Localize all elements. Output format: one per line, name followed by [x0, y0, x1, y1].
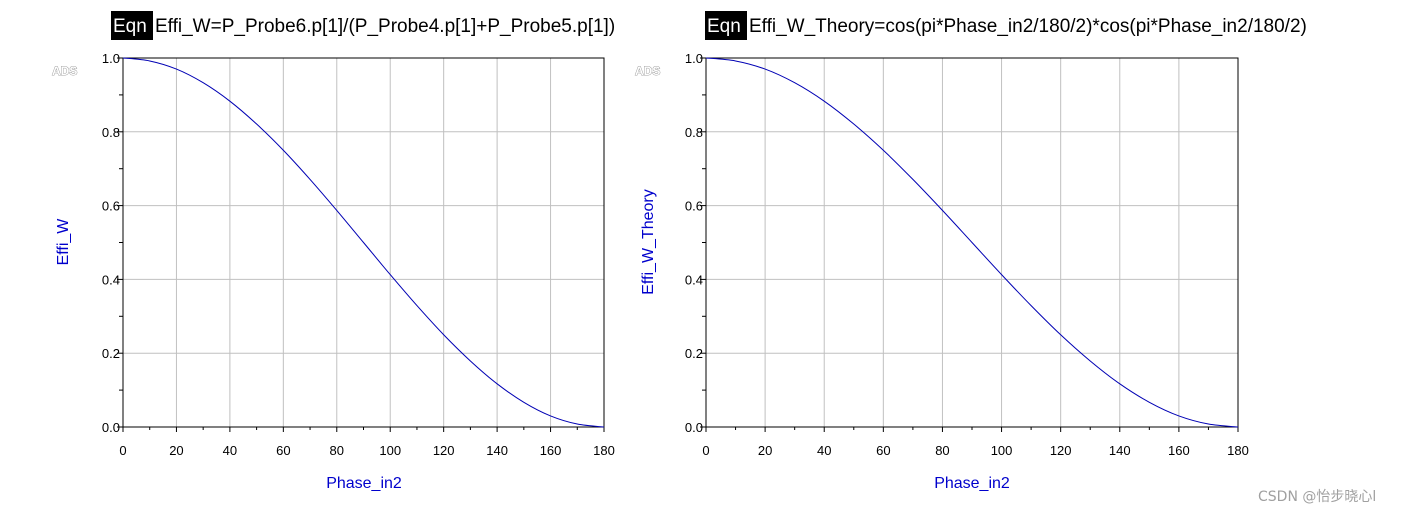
- x-tick-label-effi-w-theory-0: 0: [702, 443, 709, 458]
- y-tick-labels-effi-w-theory: 0.0 0.2 0.4 0.6 0.8 1.0: [685, 51, 703, 435]
- x-tick-label-effi-w-theory-80: 80: [935, 443, 949, 458]
- equation-2: Effi_W_Theory=cos(pi*Phase_in2/180/2)*co…: [749, 16, 1307, 37]
- y-tick-label-effi-w-0.6: 0.6: [102, 199, 120, 214]
- grid-effi-w: [123, 58, 604, 427]
- y-tick-label-effi-w-theory-0.6: 0.6: [685, 199, 703, 214]
- y-tick-label-effi-w-0.8: 0.8: [102, 125, 120, 140]
- x-tick-label-effi-w-180: 180: [593, 443, 615, 458]
- x-tick-label-effi-w-theory-180: 180: [1227, 443, 1249, 458]
- x-tick-label-effi-w-0: 0: [119, 443, 126, 458]
- equation-1: Effi_W=P_Probe6.p[1]/(P_Probe4.p[1]+P_Pr…: [155, 16, 615, 37]
- equation-header-1: Eqn Effi_W=P_Probe6.p[1]/(P_Probe4.p[1]+…: [111, 11, 615, 40]
- equation-header-2: Eqn Effi_W_Theory=cos(pi*Phase_in2/180/2…: [705, 11, 1307, 40]
- plot-effi-w-theory: 0 20 40 60 80 100 120 140 160 180 0.0 0.2 0.4 0.6 0.8…: [640, 51, 1249, 492]
- x-tick-label-effi-w-60: 60: [276, 443, 290, 458]
- y-tick-label-effi-w-theory-0.8: 0.8: [685, 125, 703, 140]
- eqn-tag-2: Eqn: [707, 16, 741, 37]
- x-tick-label-effi-w-80: 80: [330, 443, 344, 458]
- y-tick-label-effi-w-0.2: 0.2: [102, 346, 120, 361]
- ads-logo-1: ADS: [52, 64, 77, 78]
- x-tick-label-effi-w-theory-40: 40: [817, 443, 831, 458]
- x-tick-label-effi-w-theory-160: 160: [1168, 443, 1190, 458]
- eqn-tag-box-1: [111, 11, 153, 40]
- plot-effi-w: 0 20 40 60 80 100 120 140 160 180 0.0 0.2 0.4 0.6 0.8…: [55, 51, 615, 492]
- x-tick-label-effi-w-40: 40: [223, 443, 237, 458]
- y-axis-label-effi-w: Effi_W: [55, 218, 72, 266]
- y-tick-label-effi-w-theory-0.2: 0.2: [685, 346, 703, 361]
- series-line-effi-w-theory: [705, 57, 1239, 428]
- eqn-tag-box-2: [705, 11, 747, 40]
- plot-frame-effi-w: [122, 57, 605, 428]
- x-tick-label-effi-w-20: 20: [169, 443, 183, 458]
- csdn-watermark: CSDN @怡步晓心l: [1258, 489, 1376, 505]
- x-tick-labels-effi-w-theory: 0 20 40 60 80 100 120 140 160 180: [702, 443, 1248, 458]
- y-tick-label-effi-w-0.4: 0.4: [102, 272, 120, 287]
- x-tick-label-effi-w-100: 100: [379, 443, 401, 458]
- x-tick-label-effi-w-160: 160: [540, 443, 562, 458]
- ticks-effi-w-theory: [700, 57, 1239, 432]
- x-axis-label-effi-w: Phase_in2: [326, 475, 402, 492]
- x-tick-label-effi-w-theory-100: 100: [991, 443, 1013, 458]
- y-tick-labels-effi-w: 0.0 0.2 0.4 0.6 0.8 1.0: [102, 51, 120, 435]
- y-tick-label-effi-w-0.0: 0.0: [102, 420, 120, 435]
- eqn-tag-1: Eqn: [113, 16, 147, 37]
- x-tick-label-effi-w-theory-60: 60: [876, 443, 890, 458]
- x-tick-label-effi-w-theory-120: 120: [1050, 443, 1072, 458]
- series-line-effi-w: [122, 57, 605, 428]
- grid-effi-w-theory: [706, 58, 1238, 427]
- y-tick-label-effi-w-1.0: 1.0: [102, 51, 120, 66]
- ticks-effi-w: [117, 57, 605, 432]
- x-tick-label-effi-w-120: 120: [433, 443, 455, 458]
- x-tick-label-effi-w-theory-20: 20: [758, 443, 772, 458]
- x-tick-label-effi-w-140: 140: [486, 443, 508, 458]
- x-axis-label-effi-w-theory: Phase_in2: [934, 475, 1010, 492]
- plot-frame-effi-w-theory: [705, 57, 1239, 428]
- x-tick-labels-effi-w: 0 20 40 60 80 100 120 140 160 180: [119, 443, 614, 458]
- y-tick-label-effi-w-theory-0.0: 0.0: [685, 420, 703, 435]
- y-tick-label-effi-w-theory-0.4: 0.4: [685, 272, 703, 287]
- x-tick-label-effi-w-theory-140: 140: [1109, 443, 1131, 458]
- y-tick-label-effi-w-theory-1.0: 1.0: [685, 51, 703, 66]
- ads-logo-2: ADS: [635, 64, 660, 78]
- y-axis-label-effi-w-theory: Effi_W_Theory: [640, 189, 657, 295]
